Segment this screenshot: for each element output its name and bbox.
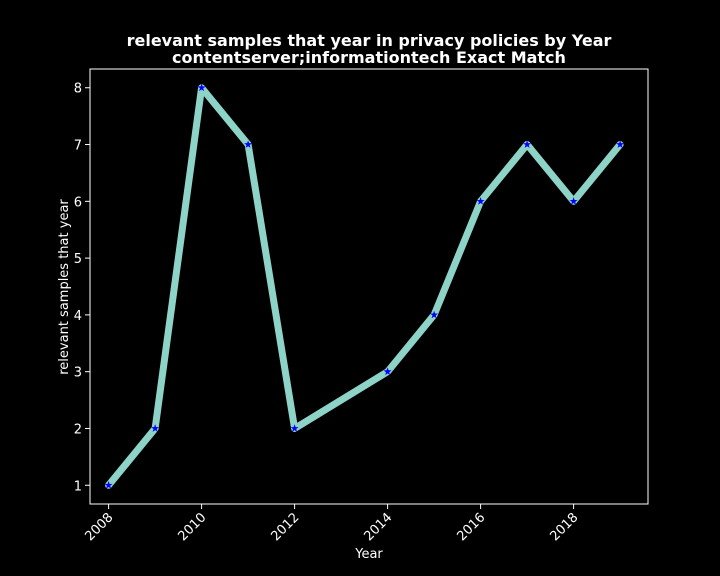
x-axis: 2008 2010 2012 2014 2016 2018 — [82, 504, 581, 544]
y-tick-label: 6 — [74, 195, 82, 210]
data-point-marker — [290, 424, 299, 432]
y-tick-label: 5 — [74, 252, 82, 267]
data-point-marker — [430, 310, 439, 319]
x-tick-label: 2016 — [454, 510, 488, 544]
y-tick-label: 2 — [74, 422, 82, 437]
x-tick-label: 2012 — [268, 510, 302, 544]
x-axis-label: Year — [354, 547, 383, 562]
y-tick-label: 7 — [74, 139, 82, 154]
data-point-marker — [476, 197, 485, 205]
x-tick-label: 2018 — [547, 510, 581, 544]
x-tick-label: 2014 — [361, 510, 395, 544]
data-point-marker — [197, 83, 206, 92]
data-point-marker — [569, 197, 578, 205]
x-tick-label: 2008 — [82, 510, 116, 544]
chart-title: relevant samples that year in privacy po… — [127, 31, 612, 50]
y-tick-label: 3 — [74, 366, 82, 381]
y-axis-label: relevant samples that year — [57, 199, 72, 375]
plot-frame — [89, 68, 649, 505]
data-point-marker — [244, 140, 253, 148]
series-line — [105, 84, 624, 489]
x-tick-label: 2010 — [175, 510, 209, 544]
data-point-marker — [104, 481, 113, 489]
data-point-marker — [383, 367, 392, 376]
y-tick-label: 4 — [74, 309, 82, 324]
series-layer — [104, 83, 625, 489]
data-point-marker — [523, 140, 532, 148]
chart-subtitle: contentserver;informationtech Exact Matc… — [172, 48, 566, 67]
y-tick-label: 1 — [74, 479, 82, 494]
y-axis: 1 2 3 4 5 6 7 8 — [74, 82, 90, 494]
y-tick-label: 8 — [74, 82, 82, 97]
data-point-marker — [616, 140, 625, 148]
data-point-marker — [151, 424, 160, 432]
